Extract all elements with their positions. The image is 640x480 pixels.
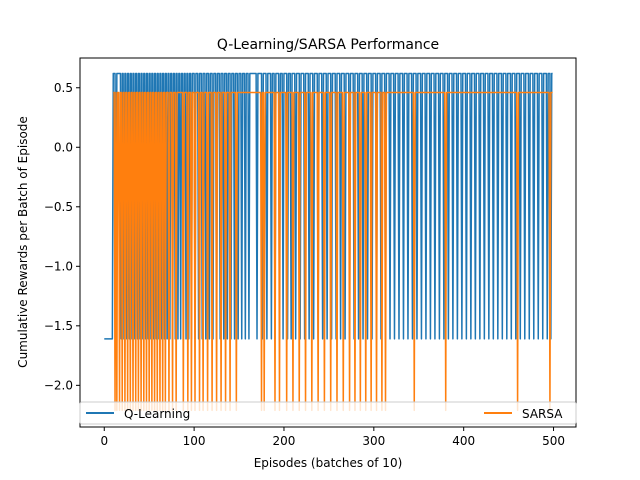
x-tick-label: 200 <box>273 434 296 448</box>
x-tick-label: 0 <box>100 434 108 448</box>
y-axis: 0.5 0.0 −0.5 −1.0 −1.5 −2.0 <box>44 81 80 392</box>
plot-frame <box>79 57 577 428</box>
x-axis-label: Episodes (batches of 10) <box>254 456 403 470</box>
x-tick-label: 300 <box>362 434 385 448</box>
series-line-sarsa <box>113 91 553 412</box>
x-tick-label: 100 <box>183 434 206 448</box>
y-tick-label: 0.5 <box>54 81 73 95</box>
y-axis-label: Cumulative Rewards per Batch of Episode <box>16 116 30 368</box>
legend: Q-Learning SARSA <box>79 401 577 425</box>
x-tick-label: 500 <box>542 434 565 448</box>
y-tick-label: −1.0 <box>44 259 73 273</box>
plot-area <box>104 72 553 412</box>
series-line-q-learning <box>104 72 553 340</box>
y-tick-label: −0.5 <box>44 200 73 214</box>
x-tick-label: 400 <box>452 434 475 448</box>
legend-box <box>79 401 577 425</box>
chart-title: Q-Learning/SARSA Performance <box>217 37 439 53</box>
y-tick-label: −2.0 <box>44 378 73 392</box>
y-tick-label: 0.0 <box>54 140 73 154</box>
y-tick-label: −1.5 <box>44 319 73 333</box>
legend-label-sarsa: SARSA <box>522 407 563 421</box>
legend-label-q-learning: Q-Learning <box>124 407 190 421</box>
x-axis: 0 100 200 300 400 500 <box>100 427 565 448</box>
